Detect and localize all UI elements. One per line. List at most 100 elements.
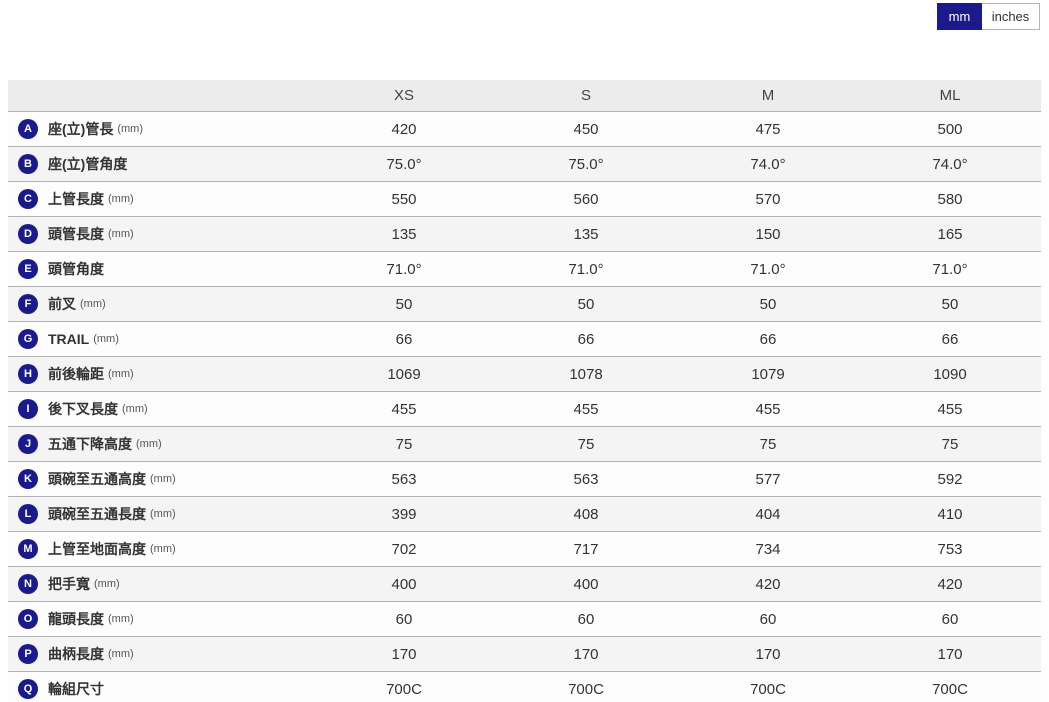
geometry-value-cell: 170 [573, 645, 599, 663]
geometry-value-cell: 74.0° [750, 155, 786, 173]
row-label-cell: F 前叉 (mm) [8, 287, 313, 322]
geometry-value-cell: 702 [391, 540, 417, 558]
table-row: P 曲柄長度 (mm) 170 170 170 170 [8, 636, 1041, 672]
row-label-cell: Q 輪組尺寸 [8, 672, 313, 702]
geometry-value-cell: 170 [755, 645, 781, 663]
row-label-cell: A 座(立)管長 (mm) [8, 112, 313, 147]
row-label-cell: C 上管長度 (mm) [8, 182, 313, 217]
row-label-cell: M 上管至地面高度 (mm) [8, 532, 313, 567]
row-unit: (mm) [80, 298, 106, 310]
row-label: 頭管角度 [48, 261, 104, 277]
geometry-value-cell: 50 [759, 295, 777, 313]
geometry-value-cell: 71.0° [568, 260, 604, 278]
geometry-value-cell: 550 [391, 190, 417, 208]
table-row: Q 輪組尺寸 700C 700C 700C 700C [8, 671, 1041, 702]
row-letter-badge: J [18, 434, 38, 454]
table-row: L 頭碗至五通長度 (mm) 399 408 404 410 [8, 496, 1041, 532]
geometry-value-cell: 717 [573, 540, 599, 558]
table-row: M 上管至地面高度 (mm) 702 717 734 753 [8, 531, 1041, 567]
geometry-value-cell: 563 [573, 470, 599, 488]
geometry-value-cell: 563 [391, 470, 417, 488]
mm-button[interactable]: mm [937, 3, 982, 30]
row-label-cell: K 頭碗至五通高度 (mm) [8, 462, 313, 497]
geometry-value-cell: 420 [391, 120, 417, 138]
geometry-value-cell: 50 [577, 295, 595, 313]
geometry-value-cell: 420 [937, 575, 963, 593]
geometry-value-cell: 475 [755, 120, 781, 138]
geometry-value-cell: 400 [573, 575, 599, 593]
geometry-value-cell: 592 [937, 470, 963, 488]
geometry-value-cell: 135 [573, 225, 599, 243]
geometry-value-cell: 1090 [933, 365, 967, 383]
row-letter-badge: E [18, 259, 38, 279]
table-row: I 後下叉長度 (mm) 455 455 455 455 [8, 391, 1041, 427]
table-row: F 前叉 (mm) 50 50 50 50 [8, 286, 1041, 322]
inches-button[interactable]: inches [982, 3, 1040, 30]
label-column-header [8, 80, 313, 112]
row-unit: (mm) [150, 543, 176, 555]
geometry-table: XS S M ML A 座(立)管長 (mm) 420 450 475 500 B 座(立)管角度 75… [8, 80, 1041, 702]
geometry-value-cell: 165 [937, 225, 963, 243]
row-label: 後下叉長度 [48, 401, 118, 417]
row-letter-badge: N [18, 574, 38, 594]
geometry-value-cell: 455 [937, 400, 963, 418]
geometry-value-cell: 66 [395, 330, 413, 348]
geometry-value-cell: 66 [577, 330, 595, 348]
row-label: 把手寬 [48, 576, 90, 592]
geometry-value-cell: 71.0° [932, 260, 968, 278]
geometry-value-cell: 455 [391, 400, 417, 418]
geometry-value-cell: 60 [395, 610, 413, 628]
row-label-cell: O 龍頭長度 (mm) [8, 602, 313, 637]
geometry-value-cell: 75.0° [386, 155, 422, 173]
geometry-value-cell: 60 [759, 610, 777, 628]
geometry-value-cell: 700C [750, 680, 786, 698]
row-letter-badge: G [18, 329, 38, 349]
row-letter-badge: C [18, 189, 38, 209]
table-row: O 龍頭長度 (mm) 60 60 60 60 [8, 601, 1041, 637]
table-row: G TRAIL (mm) 66 66 66 66 [8, 321, 1041, 357]
row-unit: (mm) [136, 438, 162, 450]
row-label: 前叉 [48, 296, 76, 312]
geometry-value-cell: 455 [755, 400, 781, 418]
geometry-value-cell: 753 [937, 540, 963, 558]
row-letter-badge: O [18, 609, 38, 629]
header-row: XS S M ML [8, 80, 1041, 112]
unit-toggle: mm inches [937, 3, 1040, 30]
table-row: E 頭管角度 71.0° 71.0° 71.0° 71.0° [8, 251, 1041, 287]
row-letter-badge: Q [18, 679, 38, 699]
row-label: 座(立)管角度 [48, 156, 128, 172]
row-unit: (mm) [93, 333, 119, 345]
table-body: A 座(立)管長 (mm) 420 450 475 500 B 座(立)管角度 75.0° 75.0… [8, 111, 1041, 702]
geometry-value-cell: 1069 [387, 365, 421, 383]
row-label: 上管至地面高度 [48, 541, 146, 557]
row-unit: (mm) [108, 613, 134, 625]
row-label: 上管長度 [48, 191, 104, 207]
table-row: D 頭管長度 (mm) 135 135 150 165 [8, 216, 1041, 252]
row-label: 頭碗至五通高度 [48, 471, 146, 487]
geometry-value-cell: 71.0° [750, 260, 786, 278]
geometry-value-cell: 60 [941, 610, 959, 628]
row-label-cell: D 頭管長度 (mm) [8, 217, 313, 252]
row-label-cell: E 頭管角度 [8, 252, 313, 287]
geometry-value-cell: 50 [941, 295, 959, 313]
row-label-cell: J 五通下降高度 (mm) [8, 427, 313, 462]
geometry-value-cell: 150 [755, 225, 781, 243]
row-label-cell: N 把手寬 (mm) [8, 567, 313, 602]
row-label: 前後輪距 [48, 366, 104, 382]
size-column-header: S [495, 80, 677, 112]
table-row: N 把手寬 (mm) 400 400 420 420 [8, 566, 1041, 602]
geometry-value-cell: 408 [573, 505, 599, 523]
row-unit: (mm) [108, 368, 134, 380]
geometry-value-cell: 734 [755, 540, 781, 558]
row-label: 頭碗至五通長度 [48, 506, 146, 522]
row-letter-badge: L [18, 504, 38, 524]
geometry-value-cell: 420 [755, 575, 781, 593]
row-letter-badge: M [18, 539, 38, 559]
row-letter-badge: B [18, 154, 38, 174]
row-label: 座(立)管長 [48, 121, 114, 137]
row-label: 頭管長度 [48, 226, 104, 242]
geometry-value-cell: 577 [755, 470, 781, 488]
row-unit: (mm) [122, 403, 148, 415]
row-letter-badge: F [18, 294, 38, 314]
